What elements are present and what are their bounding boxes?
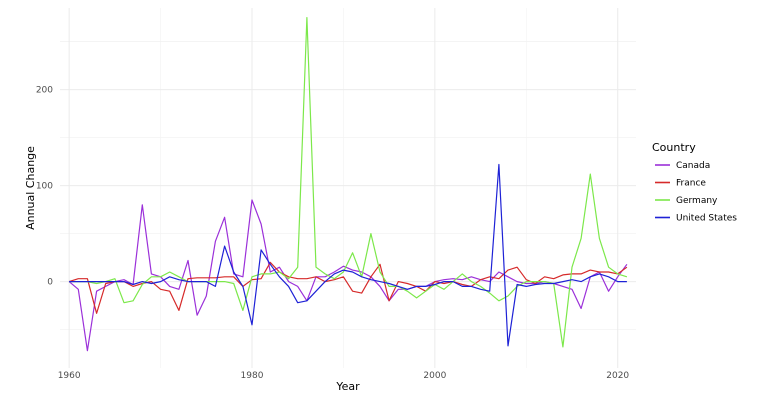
legend-label-united-states: United States — [676, 214, 737, 224]
y-tick-label: 0 — [47, 278, 53, 288]
x-tick-label: 1960 — [58, 371, 81, 381]
legend-title: Country — [652, 141, 696, 154]
plot-panel — [60, 8, 636, 368]
legend-label-canada: Canada — [676, 161, 710, 171]
legend-label-germany: Germany — [676, 196, 718, 206]
series-line-france — [68, 261, 628, 314]
x-axis-title: Year — [335, 380, 360, 393]
x-tick-label: 2000 — [423, 371, 446, 381]
y-axis-title: Annual Change — [24, 146, 37, 230]
y-tick-label: 100 — [36, 182, 53, 192]
series-line-united-states — [69, 163, 627, 347]
legend: Country Canada France Germany United States — [652, 141, 737, 224]
y-tick-label: 200 — [36, 86, 53, 96]
minor-gridlines — [60, 8, 636, 368]
x-axis-tick-labels: 1960 1980 2000 2020 — [58, 371, 630, 381]
series-lines — [68, 17, 628, 352]
y-axis-tick-labels: 0 100 200 — [36, 86, 53, 288]
series-line-germany — [69, 17, 628, 348]
x-tick-label: 1980 — [241, 371, 264, 381]
legend-label-france: France — [676, 179, 706, 189]
x-tick-label: 2020 — [606, 371, 629, 381]
